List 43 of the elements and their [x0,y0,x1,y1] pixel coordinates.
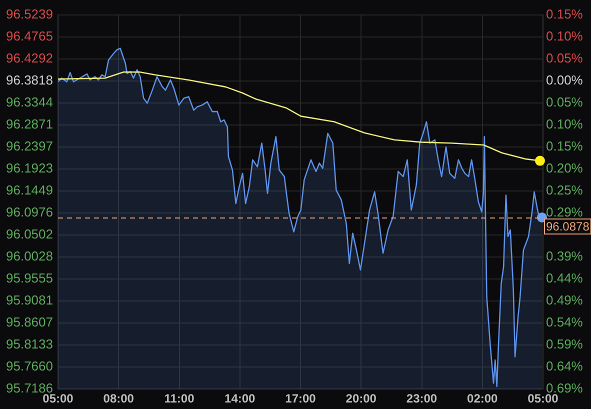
y2-tick-label: 0.05% [546,94,584,110]
y-tick-label: 96.4292 [6,50,53,66]
y2-tick-label: 0.15% [546,138,584,154]
x-tick-label: 02:00 [467,392,498,406]
y-tick-label: 95.9081 [6,292,53,308]
y-tick-label: 96.1923 [6,160,53,176]
y-tick-label: 96.0028 [6,248,53,264]
y2-tick-label: 0.49% [546,292,584,308]
y-tick-label: 96.0976 [6,204,53,220]
y2-tick-label: 0.10% [546,116,584,132]
y-tick-label: 96.3344 [6,94,53,110]
x-tick-label: 14:00 [224,392,256,406]
y2-tick-label: 0.44% [546,270,584,286]
y-tick-label: 96.5239 [6,6,53,22]
y2-tick-label: 0.05% [546,50,584,66]
y2-tick-label: 0.00% [546,72,584,88]
y-tick-label: 96.0502 [6,226,53,242]
y2-tick-label: 0.64% [546,358,584,374]
y-tick-label: 96.3818 [6,72,53,88]
y-tick-label: 96.2397 [6,138,53,154]
y2-tick-label: 0.39% [546,248,584,264]
y2-tick-label: 0.54% [546,314,584,330]
x-tick-label: 08:00 [103,392,134,406]
y-tick-label: 96.1449 [6,182,53,198]
y-tick-label: 95.7660 [6,358,53,374]
x-tick-label: 05:00 [42,392,74,406]
ref-line-label: 96.0878 [546,219,590,234]
y2-tick-label: 0.15% [546,6,584,22]
y2-tick-label: 0.29% [546,204,584,220]
x-tick-label: 11:00 [164,392,195,406]
y-tick-label: 96.2871 [6,116,53,132]
y2-tick-label: 0.20% [546,160,584,176]
x-tick-label: 20:00 [346,392,377,406]
x-tick-label: 23:00 [406,392,438,406]
y-tick-label: 96.4765 [6,28,53,44]
y-tick-label: 95.8607 [6,314,53,330]
x-tick-label: 05:00 [528,392,559,406]
y-tick-label: 95.8133 [6,336,53,352]
y2-tick-label: 0.59% [546,336,584,352]
x-tick-label: 17:00 [285,392,316,406]
y2-tick-label: 0.10% [546,28,584,44]
y-tick-label: 95.9555 [6,270,53,286]
y2-tick-label: 0.25% [546,182,584,198]
